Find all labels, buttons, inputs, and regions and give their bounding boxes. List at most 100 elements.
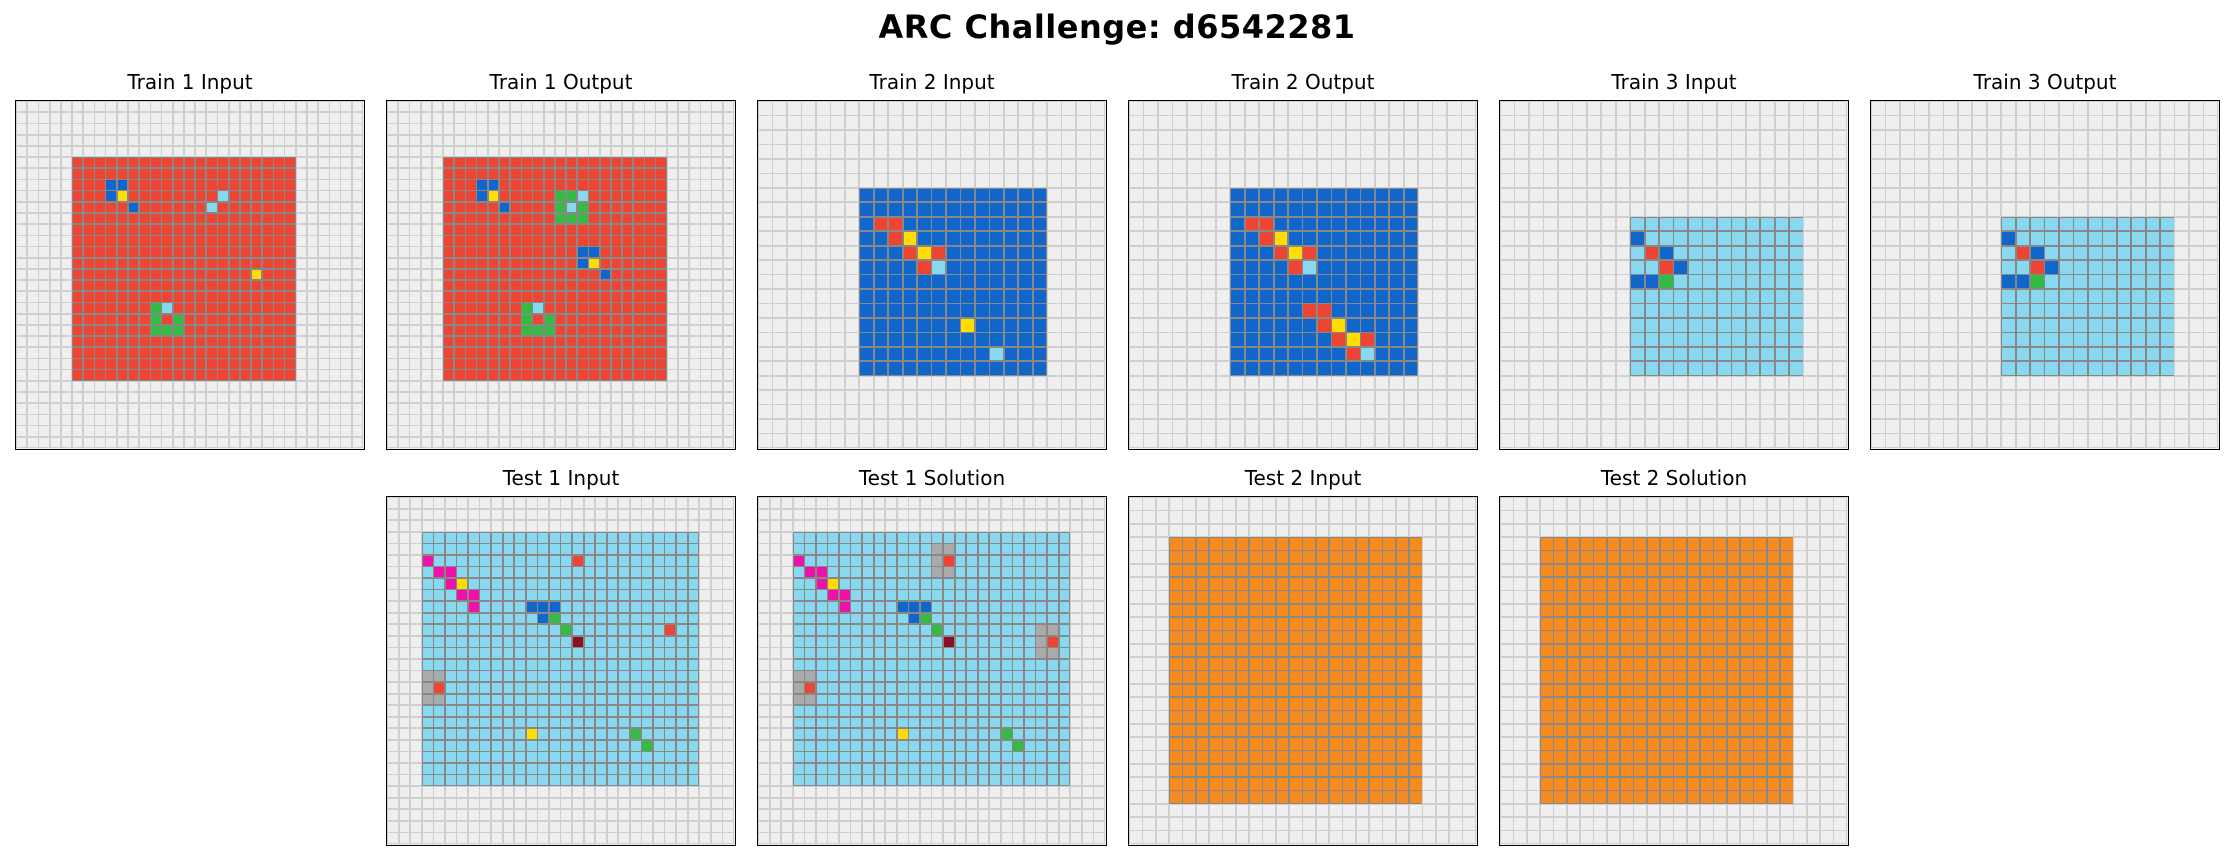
grid-cell xyxy=(618,589,631,602)
grid-cell xyxy=(700,414,712,426)
grid-cell xyxy=(599,224,612,236)
grid-cell xyxy=(577,190,589,202)
grid-cell xyxy=(306,380,319,393)
grid-cell xyxy=(2044,390,2060,405)
grid-cell xyxy=(38,179,50,191)
grid-cell xyxy=(318,246,330,258)
grid-cell xyxy=(577,291,589,303)
grid-cell xyxy=(710,508,723,521)
grid-cell xyxy=(239,302,252,314)
grid-cell xyxy=(2102,158,2117,174)
grid-cell xyxy=(931,245,947,261)
grid-cell xyxy=(1673,231,1689,246)
grid-cell xyxy=(1543,390,1559,405)
grid-cell xyxy=(1745,202,1761,217)
grid-cell xyxy=(139,156,151,169)
grid-cell xyxy=(306,391,319,404)
grid-cell xyxy=(476,391,488,404)
grid-cell xyxy=(588,425,600,437)
grid-cell xyxy=(2058,115,2074,131)
grid-cell xyxy=(1018,317,1033,333)
grid-cell xyxy=(687,705,700,717)
grid-cell xyxy=(502,774,515,787)
grid-cell xyxy=(543,403,556,415)
grid-cell xyxy=(595,601,607,613)
grid-cell xyxy=(217,369,229,381)
grid-cell xyxy=(652,670,665,683)
grid-cell xyxy=(239,257,252,270)
grid-cell xyxy=(273,279,285,292)
grid-cell xyxy=(577,380,589,393)
grid-cell xyxy=(27,246,39,258)
grid-cell xyxy=(1528,418,1544,434)
grid-cell xyxy=(329,302,341,314)
grid-cell xyxy=(2131,231,2146,246)
grid-cell xyxy=(1032,433,1048,449)
grid-cell xyxy=(2073,216,2089,232)
grid-cell xyxy=(60,179,73,191)
grid-cell xyxy=(2102,346,2117,362)
grid-cell xyxy=(1316,390,1332,405)
grid-cell xyxy=(1446,433,1462,449)
grid-cell xyxy=(60,358,73,370)
grid-cell xyxy=(2087,144,2103,160)
grid-cell xyxy=(583,647,596,660)
grid-cell xyxy=(599,347,612,359)
grid-cell xyxy=(183,302,196,314)
grid-cell xyxy=(454,145,466,158)
grid-cell xyxy=(610,246,623,258)
grid-cell xyxy=(989,418,1004,434)
grid-cell xyxy=(633,257,645,270)
grid-cell xyxy=(610,414,623,426)
grid-cell xyxy=(1018,245,1033,261)
grid-cell xyxy=(1446,115,1462,131)
grid-cell xyxy=(931,158,947,174)
grid-cell xyxy=(772,418,788,434)
grid-cell xyxy=(711,414,723,426)
grid-cell xyxy=(664,647,677,660)
grid-cell xyxy=(700,156,712,169)
grid-cell xyxy=(687,774,700,787)
grid-cell xyxy=(1928,361,1944,376)
grid-cell xyxy=(543,425,556,437)
grid-cell xyxy=(1731,404,1746,420)
grid-cell xyxy=(772,361,788,376)
grid-cell xyxy=(844,187,860,203)
grid-cell xyxy=(444,543,457,556)
grid-cell xyxy=(502,577,515,590)
grid-cell xyxy=(2145,245,2161,261)
grid-cell xyxy=(454,279,466,292)
grid-cell xyxy=(194,324,207,337)
grid-cell xyxy=(830,332,845,347)
grid-cell xyxy=(1687,346,1703,362)
grid-cell xyxy=(960,259,976,275)
grid-cell xyxy=(476,101,488,113)
grid-cell xyxy=(606,601,619,613)
grid-cell xyxy=(340,291,352,303)
grid-cell xyxy=(560,508,573,521)
grid-cell xyxy=(1899,433,1915,449)
grid-cell xyxy=(139,403,151,415)
grid-cell xyxy=(606,716,619,729)
grid-cell xyxy=(1302,187,1318,203)
grid-cell xyxy=(398,693,411,706)
grid-cell xyxy=(621,201,634,214)
grid-cell xyxy=(525,739,538,752)
grid-cell xyxy=(577,134,589,147)
grid-cell xyxy=(71,156,84,169)
grid-cell xyxy=(49,324,62,337)
grid-cell xyxy=(960,433,976,449)
grid-cell xyxy=(2203,158,2219,174)
grid-cell xyxy=(1972,173,1987,188)
grid-cell xyxy=(1644,303,1660,319)
grid-cell xyxy=(1601,375,1616,391)
grid-cell xyxy=(1186,332,1202,347)
grid-cell xyxy=(1215,101,1231,116)
grid-cell xyxy=(989,129,1004,145)
grid-cell xyxy=(945,245,961,261)
grid-cell xyxy=(1418,433,1433,449)
grid-cell xyxy=(1075,418,1091,434)
grid-cell xyxy=(1032,317,1048,333)
grid-cell xyxy=(409,436,421,449)
grid-cell xyxy=(2203,144,2219,160)
